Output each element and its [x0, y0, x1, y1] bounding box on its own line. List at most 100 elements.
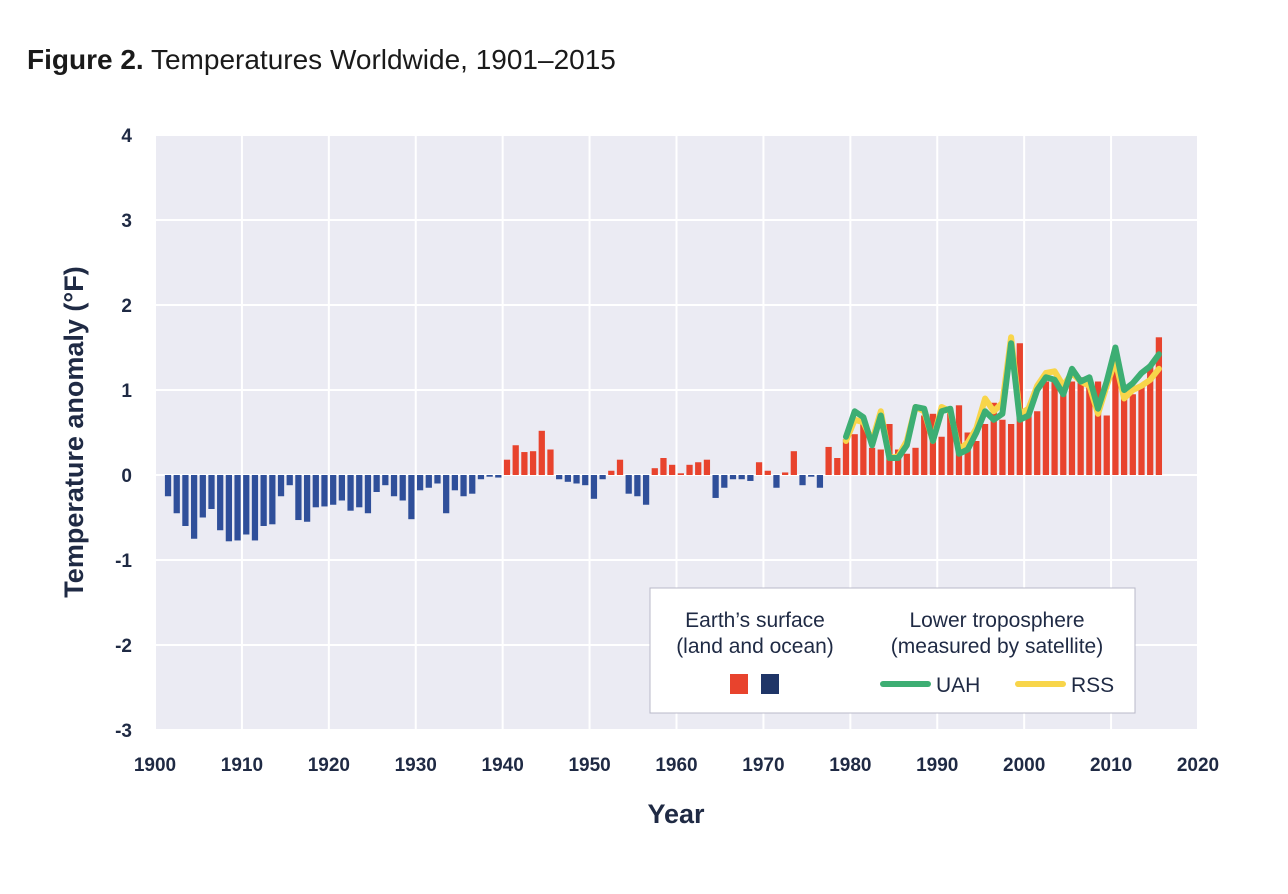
uah-line — [843, 340, 1162, 461]
x-tick-label: 2010 — [1090, 755, 1132, 776]
surface-bar — [1077, 377, 1084, 475]
surface-bar — [330, 475, 337, 505]
surface-bar — [921, 415, 928, 475]
surface-bar — [425, 475, 432, 488]
surface-bar — [173, 475, 180, 514]
surface-bar — [660, 458, 667, 475]
x-tick-labels: 1900 1910 1920 1930 1940 1950 1960 1970 1980 1990… — [134, 755, 1219, 776]
x-tick-label: 1990 — [916, 755, 958, 776]
surface-bar — [669, 464, 676, 475]
surface-bars — [164, 337, 1163, 542]
surface-bar — [1034, 411, 1041, 475]
surface-bar — [816, 475, 824, 488]
surface-bar — [599, 475, 606, 480]
y-tick-label: 0 — [121, 466, 132, 487]
surface-bar — [851, 434, 858, 475]
surface-bar — [773, 475, 780, 488]
surface-bar — [1008, 424, 1015, 475]
surface-bar — [938, 436, 945, 475]
surface-bar — [903, 453, 910, 475]
surface-bar — [495, 475, 502, 478]
surface-bar — [686, 464, 693, 475]
x-tick-label: 1910 — [221, 755, 263, 776]
legend-uah-label: UAH — [936, 674, 980, 697]
surface-bar — [347, 475, 354, 511]
surface-bar — [295, 475, 302, 521]
surface-bar — [269, 475, 276, 525]
surface-bar — [486, 475, 493, 477]
legend: Earth’s surface (land and ocean) Lower t… — [649, 587, 1136, 714]
surface-bar — [973, 441, 980, 475]
satellite-lines — [843, 334, 1162, 461]
surface-bar — [981, 424, 989, 475]
surface-bar — [164, 475, 172, 497]
surface-bar — [208, 475, 215, 509]
surface-bar — [338, 475, 345, 501]
surface-bar — [790, 451, 797, 475]
y-axis-label: Temperature anomaly (°F) — [59, 266, 89, 597]
surface-bar — [868, 447, 876, 475]
x-tick-label: 1940 — [482, 755, 524, 776]
surface-bar — [1155, 337, 1163, 475]
x-tick-label: 2000 — [1003, 755, 1045, 776]
surface-bar — [721, 475, 728, 488]
surface-bar — [755, 462, 763, 475]
legend-surface-header-2: (land and ocean) — [676, 635, 834, 658]
x-tick-label: 1980 — [829, 755, 871, 776]
surface-bar — [1025, 407, 1032, 475]
surface-bar — [1060, 390, 1067, 475]
surface-bar — [356, 475, 363, 508]
surface-bar — [651, 468, 658, 475]
x-tick-label: 1900 — [134, 755, 176, 776]
surface-bar — [703, 459, 711, 475]
surface-bar — [277, 475, 285, 497]
y-tick-label: -1 — [115, 551, 132, 572]
figure-title-text: Temperatures Worldwide, 1901–2015 — [150, 44, 616, 75]
surface-bar — [1094, 381, 1102, 475]
surface-bar — [190, 475, 198, 539]
surface-bar — [1120, 390, 1128, 475]
surface-bar — [877, 449, 884, 475]
surface-bar — [1147, 364, 1154, 475]
surface-bar — [243, 475, 250, 535]
legend-rss-label: RSS — [1071, 674, 1114, 697]
figure-title: Figure 2. Temperatures Worldwide, 1901–2… — [27, 44, 616, 76]
surface-bar — [860, 422, 867, 475]
surface-bar — [1103, 415, 1110, 475]
surface-bar — [390, 475, 398, 497]
x-tick-label: 1970 — [742, 755, 784, 776]
surface-bar — [451, 475, 458, 491]
surface-bar — [895, 449, 902, 475]
surface-bar — [608, 470, 615, 475]
surface-bar — [321, 475, 328, 507]
surface-bar — [1042, 381, 1050, 475]
surface-bar — [564, 475, 571, 482]
surface-bar — [782, 472, 789, 475]
y-tick-label: 2 — [121, 296, 132, 317]
surface-bar — [312, 475, 319, 508]
surface-bar — [582, 475, 589, 486]
surface-bar — [1068, 381, 1076, 475]
surface-bar — [529, 451, 537, 475]
x-tick-label: 1920 — [308, 755, 350, 776]
surface-bar — [912, 447, 919, 475]
surface-bar — [764, 470, 771, 475]
y-tick-label: 3 — [121, 211, 132, 232]
legend-sat-header-2: (measured by satellite) — [891, 635, 1103, 658]
surface-bar — [260, 475, 267, 526]
y-tick-labels: -3 -2 -1 0 1 2 3 4 — [115, 126, 132, 742]
legend-warm-swatch — [730, 674, 748, 694]
surface-bar — [503, 459, 511, 475]
surface-bar — [225, 475, 233, 542]
surface-bar — [460, 475, 467, 497]
surface-bar — [990, 402, 997, 475]
surface-bar — [799, 475, 806, 486]
legend-surface-header-1: Earth’s surface — [685, 609, 825, 632]
surface-bar — [217, 475, 224, 531]
surface-bar — [538, 430, 545, 475]
surface-bar — [443, 475, 450, 514]
surface-bar — [547, 449, 554, 475]
surface-bar — [747, 475, 754, 481]
surface-bar — [286, 475, 293, 486]
